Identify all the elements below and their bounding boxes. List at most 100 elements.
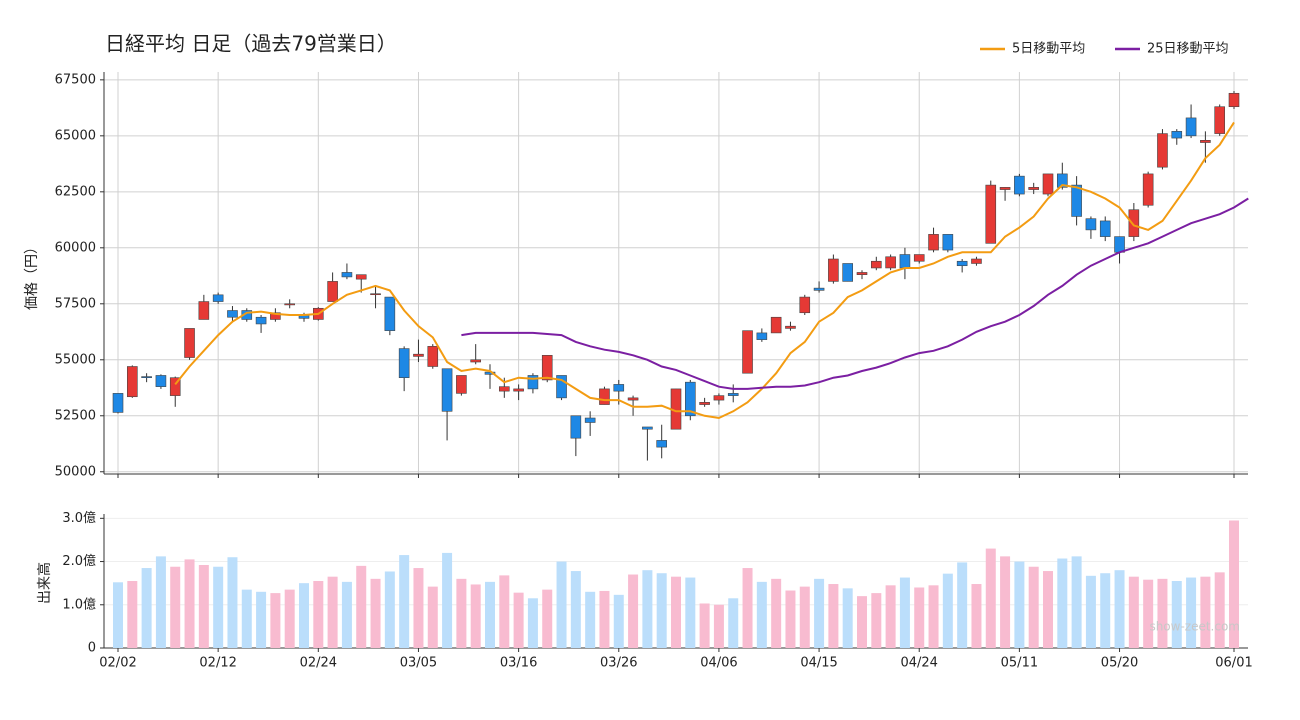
volume-bar bbox=[985, 548, 996, 648]
candle-body bbox=[928, 234, 939, 251]
candle-body bbox=[985, 184, 997, 244]
x-tick-label: 02/02 bbox=[99, 656, 136, 671]
x-tick-label: 06/01 bbox=[1215, 656, 1252, 671]
candle-body bbox=[212, 294, 224, 302]
volume-bar bbox=[942, 573, 953, 648]
candle-body bbox=[1157, 133, 1168, 168]
candle-body bbox=[656, 440, 667, 448]
volume-bar bbox=[141, 568, 152, 648]
candle-body bbox=[756, 332, 768, 340]
volume-bar bbox=[899, 577, 910, 648]
volume-bar bbox=[756, 581, 767, 648]
volume-bar bbox=[256, 591, 267, 648]
volume-bar bbox=[1071, 556, 1082, 648]
candle-body bbox=[956, 260, 968, 267]
candle-body bbox=[742, 330, 753, 374]
volume-bar bbox=[227, 557, 238, 648]
candle-body bbox=[384, 296, 396, 331]
volume-bar bbox=[628, 574, 639, 648]
y-tick-label: 67500 bbox=[55, 72, 96, 87]
candle-body bbox=[842, 263, 853, 282]
volume-bar bbox=[499, 575, 510, 648]
candle-body bbox=[642, 426, 653, 430]
volume-bar bbox=[685, 577, 696, 648]
volume-bar bbox=[1200, 576, 1211, 648]
candle-body bbox=[1142, 173, 1154, 206]
legend-label: 5日移動平均 bbox=[1012, 42, 1085, 57]
volume-bar bbox=[785, 590, 796, 648]
volume-bar bbox=[341, 581, 352, 648]
candle-body bbox=[799, 296, 811, 314]
y-tick-label: 50000 bbox=[55, 464, 96, 479]
candle-body bbox=[685, 381, 696, 417]
candle-body bbox=[1228, 92, 1240, 108]
y-tick-label: 0 bbox=[88, 641, 96, 656]
candle-body bbox=[441, 368, 453, 412]
volume-bar bbox=[284, 589, 295, 648]
ma-line bbox=[461, 197, 1249, 390]
y-tick-label: 2.0億 bbox=[62, 553, 96, 569]
x-tick-label: 02/24 bbox=[300, 656, 337, 671]
candle-body bbox=[355, 274, 367, 280]
x-tick-label: 03/26 bbox=[600, 656, 637, 671]
volume-bar bbox=[485, 581, 495, 648]
candle-body bbox=[370, 293, 381, 296]
volume-bar bbox=[1114, 570, 1125, 648]
volume-bar bbox=[871, 593, 882, 648]
candle-body bbox=[227, 310, 238, 318]
volume-bar bbox=[713, 604, 724, 648]
volume-bar bbox=[971, 584, 982, 648]
candle-body bbox=[627, 397, 639, 401]
volume-bar bbox=[1157, 578, 1168, 648]
candle-body bbox=[112, 393, 124, 413]
volume-bar bbox=[198, 565, 209, 648]
volume-bar bbox=[1143, 579, 1154, 648]
volume-bar bbox=[470, 584, 481, 648]
candle-body bbox=[1185, 117, 1197, 137]
y-tick-label: 55000 bbox=[55, 352, 96, 367]
candle-body bbox=[813, 287, 825, 291]
volume-bar bbox=[513, 592, 524, 648]
candle-body bbox=[942, 234, 954, 251]
volume-bar bbox=[599, 590, 610, 648]
x-tick-label: 04/15 bbox=[800, 656, 837, 671]
candle-body bbox=[1099, 220, 1111, 237]
volume-bar bbox=[327, 576, 338, 648]
candle-body bbox=[828, 258, 839, 282]
volume-bar bbox=[527, 598, 538, 648]
candle-body bbox=[513, 388, 524, 392]
volume-bar bbox=[213, 566, 224, 648]
candle-body bbox=[1028, 187, 1039, 190]
volume-bar bbox=[613, 594, 624, 648]
volume-bar bbox=[456, 578, 467, 648]
volume-bar bbox=[442, 552, 453, 648]
volume-bar bbox=[313, 581, 324, 648]
y-axis-label: 価格（円） bbox=[24, 240, 40, 310]
volume-bar bbox=[427, 586, 438, 648]
candle-body bbox=[871, 260, 882, 269]
volume-bar bbox=[656, 573, 667, 648]
x-tick-label: 03/05 bbox=[400, 656, 437, 671]
volume-bar bbox=[1229, 520, 1239, 648]
volume-bar bbox=[113, 582, 123, 648]
candle-body bbox=[255, 316, 267, 325]
volume-bar bbox=[1171, 581, 1182, 648]
volume-bar bbox=[914, 587, 925, 648]
ma-line bbox=[174, 121, 1235, 420]
volume-bar bbox=[828, 584, 839, 648]
volume-bar bbox=[384, 571, 395, 648]
volume-bar bbox=[1000, 556, 1011, 648]
volume-bar bbox=[299, 583, 309, 648]
volume-bar bbox=[957, 562, 968, 648]
candle-body bbox=[198, 301, 210, 320]
volume-bar bbox=[585, 591, 596, 648]
x-tick-label: 04/24 bbox=[900, 656, 937, 671]
volume-bar bbox=[1028, 566, 1039, 648]
volume-bar bbox=[1085, 575, 1096, 648]
candle-body bbox=[169, 377, 181, 396]
y-tick-label: 52500 bbox=[55, 408, 96, 423]
volume-bar bbox=[170, 566, 181, 648]
volume-bar bbox=[127, 581, 138, 648]
volume-bar bbox=[241, 589, 252, 648]
